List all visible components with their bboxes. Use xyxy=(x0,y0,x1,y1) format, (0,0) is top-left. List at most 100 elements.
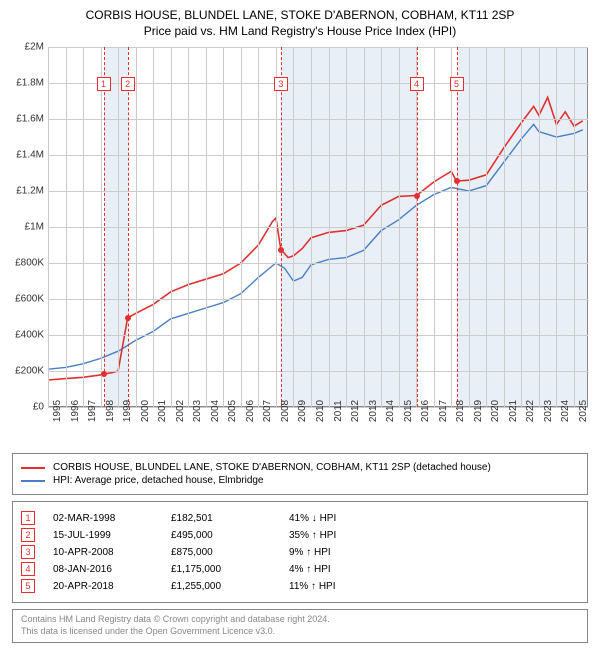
gridline-h xyxy=(48,119,588,120)
legend-swatch-2 xyxy=(21,480,45,482)
transaction-dot xyxy=(278,247,284,253)
tx-price: £875,000 xyxy=(171,547,271,558)
transaction-row: 4 08-JAN-2016 £1,175,000 4% ↑ HPI xyxy=(21,562,579,576)
gridline-h xyxy=(48,191,588,192)
gridline-v xyxy=(451,47,452,407)
tx-date: 02-MAR-1998 xyxy=(53,513,153,524)
y-axis-label: £1.4M xyxy=(16,150,44,161)
legend-swatch-1 xyxy=(21,467,45,469)
x-axis-label: 1997 xyxy=(87,400,98,422)
x-axis-label: 2011 xyxy=(333,400,344,422)
gridline-v xyxy=(311,47,312,407)
tx-date: 10-APR-2008 xyxy=(53,547,153,558)
x-axis-label: 2008 xyxy=(280,400,291,422)
x-axis-label: 2002 xyxy=(175,400,186,422)
x-axis-label: 1995 xyxy=(52,400,63,422)
x-axis-label: 2001 xyxy=(157,400,168,422)
tx-index-box: 5 xyxy=(21,579,35,593)
tx-date: 08-JAN-2016 xyxy=(53,564,153,575)
transaction-row: 3 10-APR-2008 £875,000 9% ↑ HPI xyxy=(21,545,579,559)
gridline-v xyxy=(258,47,259,407)
transaction-table: 102-MAR-1998£182,50141% ↓ HPI215-JUL-199… xyxy=(12,501,588,603)
chart-area: 12345 £0£200K£400K£600K£800K£1M£1.2M£1.4… xyxy=(0,39,600,449)
gridline-v xyxy=(276,47,277,407)
gridline-h xyxy=(48,263,588,264)
transaction-dot xyxy=(125,315,131,321)
gridline-v xyxy=(346,47,347,407)
transaction-vline xyxy=(281,47,282,407)
gridline-v xyxy=(574,47,575,407)
transaction-marker: 1 xyxy=(97,77,111,91)
transaction-marker: 4 xyxy=(410,77,424,91)
x-axis-label: 1996 xyxy=(70,400,81,422)
tx-index-box: 3 xyxy=(21,545,35,559)
tx-price: £1,175,000 xyxy=(171,564,271,575)
tx-price: £495,000 xyxy=(171,530,271,541)
tx-delta: 4% ↑ HPI xyxy=(289,564,409,575)
chart-title: CORBIS HOUSE, BLUNDEL LANE, STOKE D'ABER… xyxy=(0,0,600,39)
y-axis-label: £800K xyxy=(15,258,44,269)
legend-box: CORBIS HOUSE, BLUNDEL LANE, STOKE D'ABER… xyxy=(12,453,588,495)
legend-row-1: CORBIS HOUSE, BLUNDEL LANE, STOKE D'ABER… xyxy=(21,462,579,473)
gridline-v xyxy=(556,47,557,407)
tx-index-box: 4 xyxy=(21,562,35,576)
y-axis-label: £1.6M xyxy=(16,114,44,125)
transaction-marker: 5 xyxy=(450,77,464,91)
gridline-h xyxy=(48,335,588,336)
gridline-h xyxy=(48,299,588,300)
footer-line-1: Contains HM Land Registry data © Crown c… xyxy=(21,614,579,626)
x-axis-label: 2017 xyxy=(438,400,449,422)
x-axis-label: 2016 xyxy=(420,400,431,422)
legend-row-2: HPI: Average price, detached house, Elmb… xyxy=(21,475,579,486)
gridline-v xyxy=(539,47,540,407)
gridline-v xyxy=(381,47,382,407)
gridline-v xyxy=(399,47,400,407)
gridline-v xyxy=(66,47,67,407)
transaction-dot xyxy=(101,371,107,377)
tx-delta: 11% ↑ HPI xyxy=(289,581,409,592)
x-axis-label: 2006 xyxy=(245,400,256,422)
gridline-h xyxy=(48,371,588,372)
gridline-v xyxy=(329,47,330,407)
transaction-vline xyxy=(457,47,458,407)
y-axis-label: £1M xyxy=(25,222,44,233)
transaction-marker: 2 xyxy=(121,77,135,91)
tx-date: 20-APR-2018 xyxy=(53,581,153,592)
tx-delta: 35% ↑ HPI xyxy=(289,530,409,541)
gridline-h xyxy=(48,227,588,228)
gridline-h xyxy=(48,47,588,48)
x-axis-label: 2019 xyxy=(473,400,484,422)
x-axis-label: 2007 xyxy=(262,400,273,422)
tx-date: 15-JUL-1999 xyxy=(53,530,153,541)
gridline-v xyxy=(118,47,119,407)
gridline-v xyxy=(241,47,242,407)
gridline-v xyxy=(223,47,224,407)
gridline-v xyxy=(83,47,84,407)
transaction-vline xyxy=(104,47,105,407)
legend-label-1: CORBIS HOUSE, BLUNDEL LANE, STOKE D'ABER… xyxy=(53,462,491,473)
x-axis-label: 2012 xyxy=(350,400,361,422)
tx-price: £1,255,000 xyxy=(171,581,271,592)
x-axis-label: 2000 xyxy=(140,400,151,422)
tx-delta: 9% ↑ HPI xyxy=(289,547,409,558)
x-axis-label: 2020 xyxy=(490,400,501,422)
x-axis-label: 2014 xyxy=(385,400,396,422)
x-axis-label: 2013 xyxy=(368,400,379,422)
tx-delta: 41% ↓ HPI xyxy=(289,513,409,524)
x-axis-label: 2009 xyxy=(297,400,308,422)
x-axis-label: 2025 xyxy=(578,400,589,422)
x-axis-label: 2021 xyxy=(508,400,519,422)
gridline-v xyxy=(136,47,137,407)
y-axis-label: £0 xyxy=(33,402,44,413)
x-axis-label: 2004 xyxy=(210,400,221,422)
transaction-row: 215-JUL-1999£495,00035% ↑ HPI xyxy=(21,528,579,542)
transaction-dot xyxy=(454,178,460,184)
y-axis-label: £1.8M xyxy=(16,78,44,89)
gridline-v xyxy=(434,47,435,407)
transaction-vline xyxy=(128,47,129,407)
tx-index-box: 1 xyxy=(21,511,35,525)
x-axis-label: 2003 xyxy=(192,400,203,422)
gridline-v xyxy=(486,47,487,407)
x-axis-label: 2010 xyxy=(315,400,326,422)
x-axis-label: 2022 xyxy=(525,400,536,422)
